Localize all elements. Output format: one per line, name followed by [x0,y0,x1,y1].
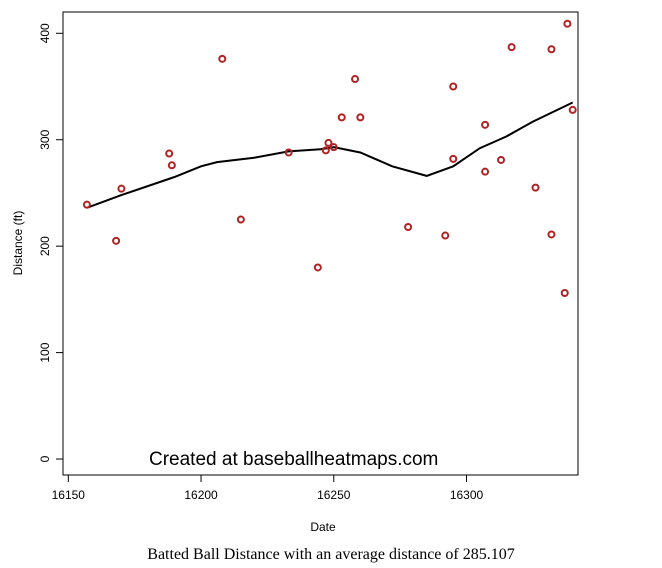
data-point [404,223,413,232]
data-point [117,184,126,193]
data-point [167,161,176,170]
data-point [82,200,91,209]
data-point [441,231,450,240]
y-tick-label: 400 [38,23,52,43]
y-tick-label: 0 [38,455,52,462]
y-axis: 0 100 200 300 400 [38,23,63,462]
data-point [337,113,346,122]
data-point [507,43,516,52]
data-point [568,105,577,114]
watermark-text: Created at baseballheatmaps.com [149,449,438,470]
data-point [481,167,490,176]
y-tick-label: 300 [38,129,52,149]
data-point [449,82,458,91]
data-point [218,54,227,63]
data-point [284,148,293,157]
data-point [351,75,360,84]
x-tick-label: 16250 [317,488,351,502]
x-axis: 16150 16200 16250 16300 [52,475,484,502]
data-point [497,155,506,164]
x-tick-label: 16300 [450,488,484,502]
data-point [112,236,121,245]
data-point [356,113,365,122]
data-point [321,146,330,155]
x-tick-label: 16150 [52,488,86,502]
y-tick-label: 200 [38,236,52,256]
x-axis-label: Date [310,520,336,534]
data-point [560,288,569,297]
plot-frame [62,11,579,476]
data-point [324,138,333,147]
scatter-chart: 0 100 200 300 400 16150 16200 16250 16300 Dista… [11,11,579,534]
chart-caption: Batted Ball Distance with an average dis… [147,546,515,563]
data-point [165,149,174,158]
data-point [547,230,556,239]
data-point [449,154,458,163]
x-tick-label: 16200 [184,488,218,502]
y-tick-label: 100 [38,342,52,362]
y-axis-label: Distance (ft) [11,211,25,276]
data-points [82,19,577,297]
data-point [547,45,556,54]
data-point [563,19,572,28]
smooth-trend-line [86,101,574,209]
data-point [313,263,322,272]
data-point [481,120,490,129]
data-point [531,183,540,192]
data-point [329,143,338,152]
data-point [236,215,245,224]
